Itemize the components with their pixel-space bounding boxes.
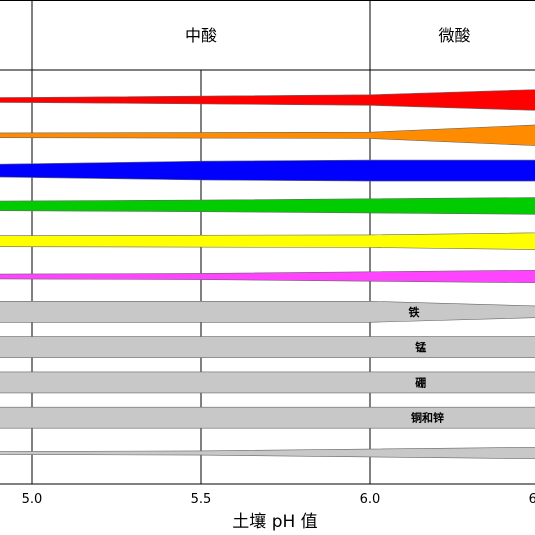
nutrient-band-label: 锰 [415,340,426,354]
label-layer: 酸中酸微酸偏酸偏碱微碱5.05.56.06.57.07.58氮磷钾镁硫钙铁锰硼铜… [22,26,535,507]
x-axis-title: 土壤 pH 值 [232,511,317,532]
nutrient-band [0,124,535,146]
nutrient-band [0,269,535,284]
nutrient-band-label: 铜和锌 [410,411,444,425]
band-layer [0,89,535,460]
nutrient-band [0,336,535,358]
nutrient-band-label: 硼 [415,376,426,389]
x-tick-label: 5.5 [191,492,212,507]
x-tick-label: 5.0 [22,492,43,507]
nutrient-band-label: 铁 [408,305,419,319]
nutrient-band [0,159,535,182]
x-tick-label: 6.5 [529,492,535,507]
nutrient-band [0,232,535,250]
nutrient-band [0,406,535,429]
nutrient-band [0,446,535,460]
acidity-category-label: 微酸 [438,26,470,45]
nutrient-band [0,89,535,111]
acidity-category-label: 中酸 [185,26,217,45]
x-tick-label: 6.0 [360,492,381,507]
nutrient-band [0,300,535,323]
nutrient-band [0,197,535,215]
nutrient-band [0,371,535,394]
